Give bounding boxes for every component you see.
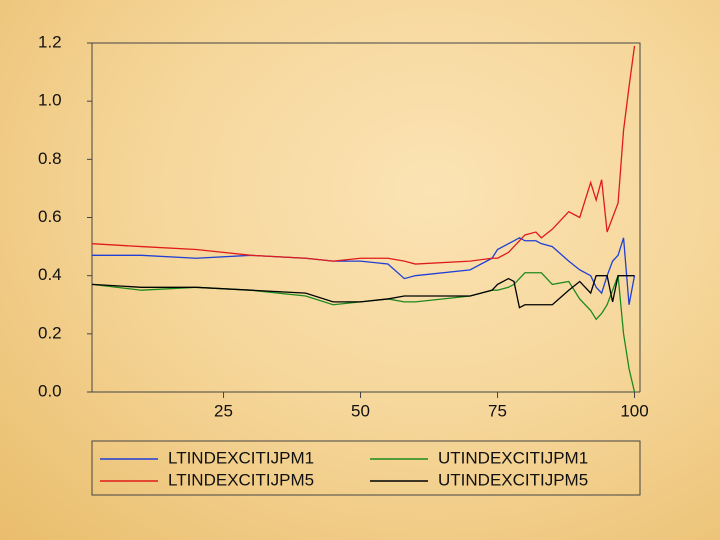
y-tick-label: 0.4 xyxy=(38,265,62,284)
legend-box xyxy=(91,440,641,496)
y-tick-label: 0.0 xyxy=(38,381,62,400)
legend-label: LTINDEXCITIJPM5 xyxy=(168,470,314,489)
y-tick-label: 0.8 xyxy=(38,149,62,168)
series-line xyxy=(91,272,636,393)
y-tick-label: 1.2 xyxy=(38,32,62,51)
x-tick-label: 25 xyxy=(214,401,233,420)
plot-frame xyxy=(91,42,641,392)
x-tick-label: 75 xyxy=(488,401,507,420)
legend-label: UTINDEXCITIJPM1 xyxy=(438,448,588,467)
series-line xyxy=(91,45,636,265)
y-tick-label: 0.2 xyxy=(38,323,62,342)
y-tick-label: 1.0 xyxy=(38,91,62,110)
series-line xyxy=(91,275,635,309)
x-tick-label: 100 xyxy=(620,401,648,420)
legend-label: UTINDEXCITIJPM5 xyxy=(438,470,588,489)
y-tick-label: 0.6 xyxy=(38,207,62,226)
legend-label: LTINDEXCITIJPM1 xyxy=(168,448,314,467)
x-tick-label: 50 xyxy=(351,401,370,420)
